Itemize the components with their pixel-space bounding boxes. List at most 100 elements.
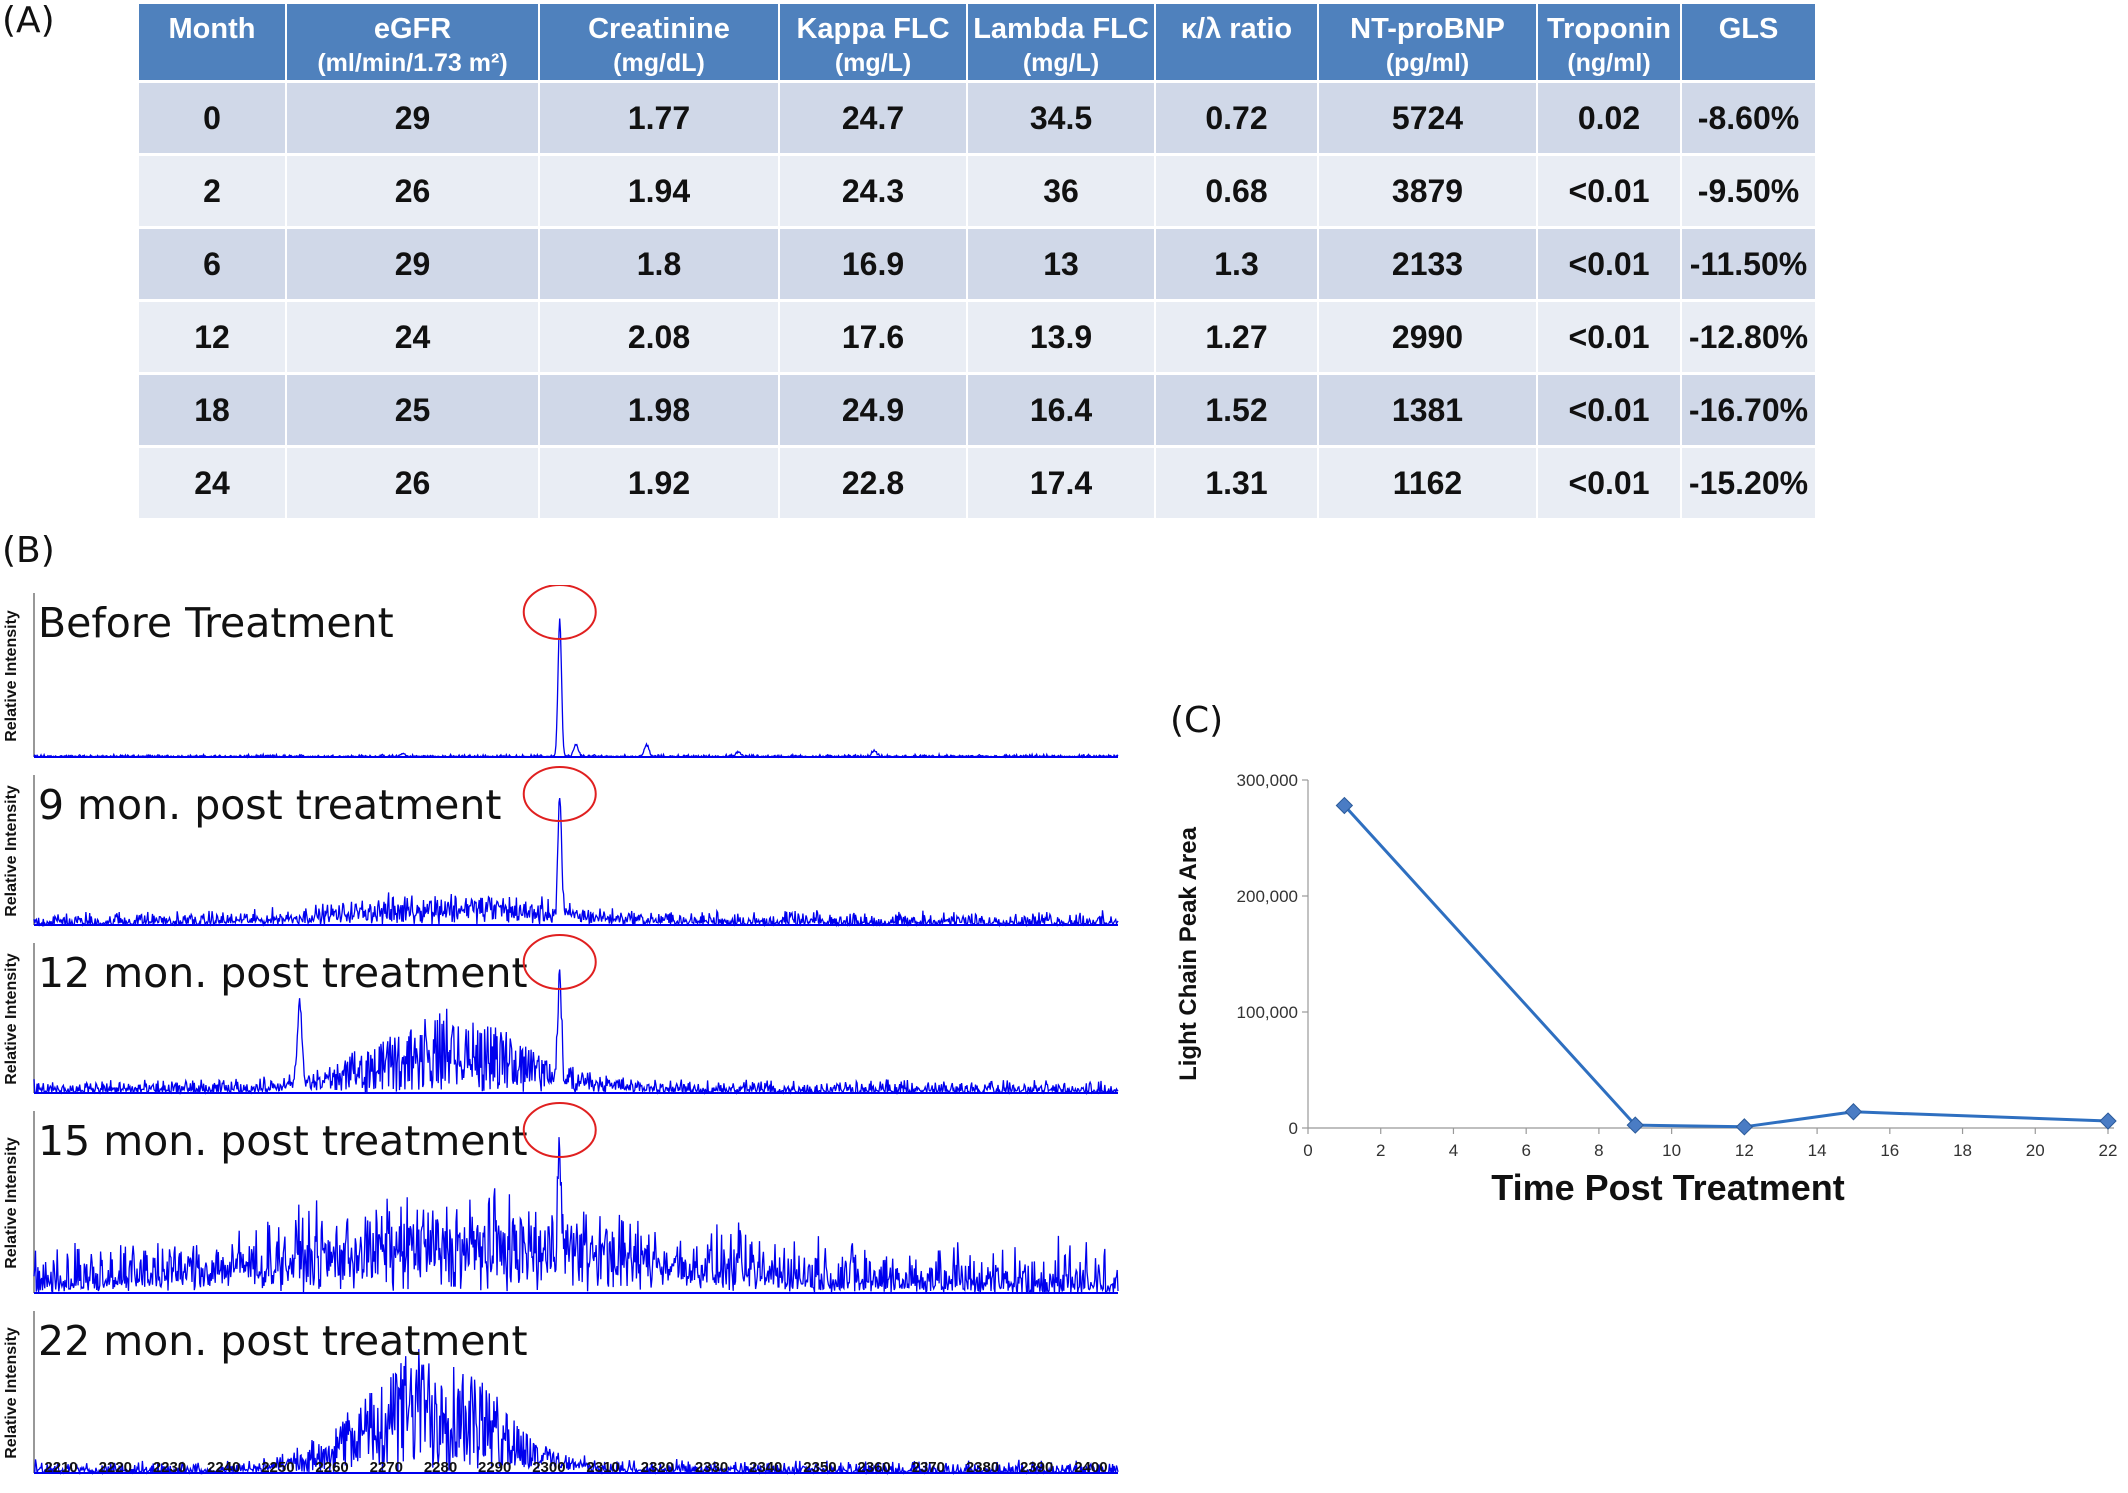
- table-cell: 29: [286, 80, 540, 155]
- x-tick-label: 10: [1662, 1141, 1681, 1160]
- panel-label-c: (C): [1170, 700, 1224, 741]
- table-cell: 1162: [1318, 445, 1538, 518]
- spectrum-title: 15 mon. post treatment: [38, 1117, 528, 1165]
- x-tick-label: 20: [2026, 1141, 2045, 1160]
- table-cell: -16.70%: [1681, 372, 1815, 447]
- spectrum-trace: [33, 1348, 1119, 1476]
- spectrum-panel: Relative Intensity 15 mon. post treatment: [3, 1102, 1119, 1295]
- x-tick-label: 2380: [966, 1459, 999, 1476]
- column-header-name: Month: [168, 13, 256, 45]
- panel-label-a: (A): [2, 0, 55, 41]
- table-cell: 12: [139, 299, 287, 374]
- table-cell: 22.8: [779, 445, 968, 518]
- column-header-name: Kappa FLC: [796, 13, 950, 45]
- table-cell: 16.9: [779, 226, 968, 301]
- x-tick-label: 2: [1376, 1141, 1385, 1160]
- table-cell: 2133: [1318, 226, 1538, 301]
- column-header: Creatinine (mg/dL): [539, 4, 780, 82]
- chart-x-label: Time Post Treatment: [1491, 1167, 1844, 1208]
- table-cell: -11.50%: [1681, 226, 1815, 301]
- table-cell: 18: [139, 372, 287, 447]
- column-header: Kappa FLC (mg/L): [779, 4, 968, 82]
- y-tick-label: 0: [1289, 1119, 1298, 1138]
- spectrum-x-axis: 2210 2220 2230 2240 2250 2260 2270 2280 2290 2300…: [44, 1459, 1107, 1476]
- x-tick-label: 2250: [261, 1459, 294, 1476]
- column-header: Troponin (ng/ml): [1537, 4, 1682, 82]
- column-header-name: κ/λ ratio: [1180, 13, 1293, 45]
- table-cell: 36: [967, 153, 1156, 228]
- table-cell: 26: [286, 445, 540, 518]
- table-cell: 2.08: [539, 299, 780, 374]
- table-cell: 1381: [1318, 372, 1538, 447]
- lab-results-table: Month eGFR (ml/min/1.73 m²) Creatinine (mg/d…: [139, 4, 1815, 518]
- x-tick-label: 2310: [586, 1459, 619, 1476]
- table-cell: <0.01: [1537, 372, 1682, 447]
- spectrum-title: 12 mon. post treatment: [38, 949, 528, 997]
- spectrum-title: 22 mon. post treatment: [38, 1317, 528, 1365]
- column-header-unit: (mg/L): [1022, 49, 1100, 77]
- table-cell: -9.50%: [1681, 153, 1815, 228]
- table-cell: 24: [139, 445, 287, 518]
- x-tick-label: 6: [1521, 1141, 1530, 1160]
- table-row: 12 24 2.08 17.6 13.9 1.27 2990 <0.01 -12.80%: [139, 299, 1815, 374]
- peak-area-chart: 0 100,000 200,000 300,000 0 2 4 6 8 10 12 14 16 18 20 2…: [1175, 771, 2117, 1208]
- table-cell: 6: [139, 226, 287, 301]
- peak-highlight-circle: [522, 585, 597, 640]
- column-header: eGFR (ml/min/1.73 m²): [286, 4, 540, 82]
- x-tick-label: 2400: [1074, 1459, 1107, 1476]
- column-header-unit: (ml/min/1.73 m²): [317, 49, 508, 77]
- x-tick-label: 0: [1303, 1141, 1312, 1160]
- table-cell: 24.9: [779, 372, 968, 447]
- x-tick-label: 18: [1953, 1141, 1972, 1160]
- spectrum-panel: Relative Intensity 9 mon. post treatment: [3, 766, 1119, 928]
- table-body: 0 29 1.77 24.7 34.5 0.72 5724 0.02 -8.60% 2 26 1.94…: [139, 80, 1815, 518]
- x-tick-label: 2340: [749, 1459, 782, 1476]
- column-header: Month: [139, 4, 287, 82]
- x-tick-label: 2370: [912, 1459, 945, 1476]
- table-cell: -12.80%: [1681, 299, 1815, 374]
- table-cell: <0.01: [1537, 226, 1682, 301]
- column-header-name: NT-proBNP: [1350, 13, 1505, 45]
- table-row: 6 29 1.8 16.9 13 1.3 2133 <0.01 -11.50%: [139, 226, 1815, 301]
- x-tick-label: 2330: [695, 1459, 728, 1476]
- table-cell: 0.72: [1155, 80, 1319, 155]
- x-tick-label: 8: [1594, 1141, 1603, 1160]
- spectrum-y-label: Relative Intensity: [3, 1327, 20, 1459]
- x-tick-label: 2220: [99, 1459, 132, 1476]
- data-point: [1735, 1118, 1754, 1136]
- spectrum-y-label: Relative Intensity: [3, 1137, 20, 1269]
- table-cell: <0.01: [1537, 299, 1682, 374]
- table-cell: 0: [139, 80, 287, 155]
- table-cell: 1.98: [539, 372, 780, 447]
- column-header-name: eGFR: [373, 13, 452, 45]
- table-row: 18 25 1.98 24.9 16.4 1.52 1381 <0.01 -16.70%: [139, 372, 1815, 447]
- column-header: NT-proBNP (pg/ml): [1318, 4, 1538, 82]
- table-cell: 1.31: [1155, 445, 1319, 518]
- column-header: κ/λ ratio: [1155, 4, 1319, 82]
- table-cell: 13: [967, 226, 1156, 301]
- x-tick-label: 2230: [153, 1459, 186, 1476]
- table-cell: 1.77: [539, 80, 780, 155]
- chart-y-label: Light Chain Peak Area: [1175, 826, 1202, 1080]
- x-tick-label: 2240: [207, 1459, 240, 1476]
- x-tick-label: 2280: [424, 1459, 457, 1476]
- table-cell: <0.01: [1537, 445, 1682, 518]
- spectrum-title: 9 mon. post treatment: [38, 781, 501, 829]
- table-cell: 16.4: [967, 372, 1156, 447]
- column-header-unit: (ng/ml): [1567, 49, 1651, 77]
- table-cell: -8.60%: [1681, 80, 1815, 155]
- spectrum-y-label: Relative Intensity: [3, 953, 20, 1085]
- table-cell: 3879: [1318, 153, 1538, 228]
- spectrum-panel: Relative Intensity Before Treatment: [3, 585, 1119, 759]
- x-tick-label: 2350: [803, 1459, 836, 1476]
- spectrum-title: Before Treatment: [38, 599, 394, 647]
- table-cell: 2990: [1318, 299, 1538, 374]
- y-tick-label: 300,000: [1237, 771, 1298, 790]
- table-cell: 1.8: [539, 226, 780, 301]
- column-header-name: GLS: [1718, 13, 1779, 45]
- series-line: [1343, 804, 2109, 1129]
- x-tick-label: 2300: [532, 1459, 565, 1476]
- table-cell: 34.5: [967, 80, 1156, 155]
- x-tick-label: 2210: [44, 1459, 77, 1476]
- table-cell: 24: [286, 299, 540, 374]
